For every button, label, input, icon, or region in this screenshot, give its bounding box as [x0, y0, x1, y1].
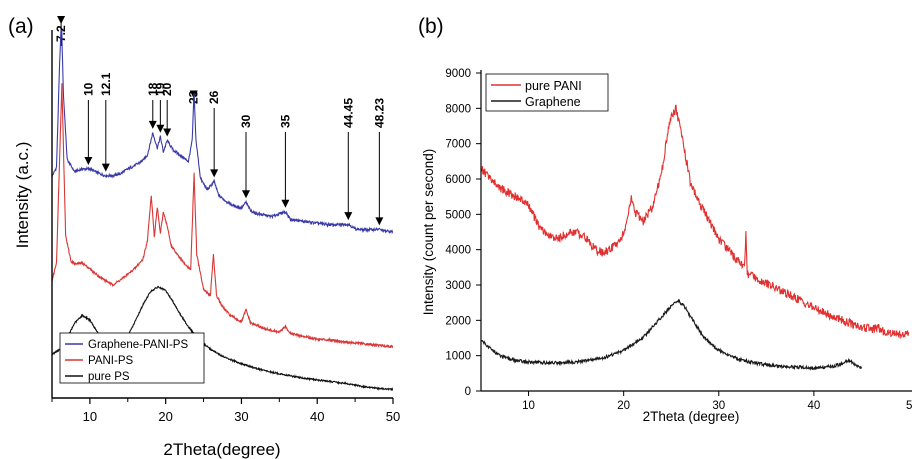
peak-label: 12.1 — [99, 72, 113, 96]
peak-label: 26 — [207, 90, 221, 104]
peak-arrowhead — [148, 120, 157, 129]
y-tick-label: 8000 — [445, 103, 471, 115]
series-line — [480, 298, 862, 371]
peak-label: 48.23 — [372, 98, 386, 128]
panel-label-b: (b) — [418, 15, 444, 38]
y-axis-title-b: Intensity (count per second) — [421, 149, 436, 316]
legend-b: pure PANI Graphene — [485, 73, 609, 112]
legend-box-b — [485, 73, 609, 112]
x-axis-title-b: 2Theta (degree) — [643, 409, 740, 424]
x-tick-label: 20 — [617, 400, 630, 412]
peak-label: 35 — [278, 114, 292, 128]
peak-arrowhead — [57, 16, 66, 25]
x-tick-label: 10 — [522, 400, 535, 412]
peak-label: 44.45 — [341, 98, 355, 128]
peak-label: 19 — [153, 82, 167, 96]
legend-entry: PANI-PS — [88, 355, 133, 367]
y-tick-label: 4000 — [445, 245, 471, 257]
x-tick-label: 40 — [807, 400, 820, 412]
peak-arrowhead — [163, 128, 172, 137]
peak-label: 20 — [160, 82, 174, 96]
peak-arrowhead — [344, 212, 353, 221]
legend-entry: pure PS — [88, 371, 130, 383]
y-tick-label: 6000 — [445, 174, 471, 186]
peak-arrowhead — [101, 163, 110, 172]
x-tick-label: 30 — [712, 400, 725, 412]
x-tick-label: 30 — [234, 409, 248, 424]
y-tick-label: 9000 — [445, 68, 471, 80]
peak-label: 10 — [81, 82, 95, 96]
peak-arrowhead — [241, 190, 250, 199]
peak-label: 18 — [146, 82, 160, 96]
y-tick-label: 5000 — [445, 209, 471, 221]
x-tick-label: 10 — [83, 409, 97, 424]
x-tick-label: 20 — [158, 409, 172, 424]
x-tick-label: 50 — [386, 409, 400, 424]
x-tick-label: 40 — [310, 409, 324, 424]
y-tick-label: 3000 — [445, 280, 471, 292]
y-tick-label: 1000 — [445, 351, 471, 363]
panel-b: (b) 10 20 30 40 5 01000200030004000500060007… — [418, 15, 912, 424]
x-axis-title-a: 2Theta(degree) — [163, 440, 280, 459]
x-ticks-a: 10 20 30 40 50 — [51, 398, 400, 424]
peak-arrowhead — [84, 157, 93, 165]
x-ticks-b: 10 20 30 40 5 — [522, 391, 912, 412]
y-tick-label: 2000 — [445, 315, 471, 327]
legend-box-a — [59, 332, 205, 384]
panel-label-a: (a) — [8, 15, 34, 38]
legend-a: Graphene-PANI-PS PANI-PS pure PS — [59, 332, 205, 384]
peak-label: 30 — [239, 114, 253, 128]
legend-entry: Graphene-PANI-PS — [88, 339, 188, 351]
y-ticks-b: 0 1000 2000 3000 4000 5000 6000 7000 8000 9000 — [445, 68, 481, 398]
x-tick-label: 5 — [906, 400, 912, 412]
y-tick-label: 7000 — [445, 139, 471, 151]
y-axis-title-a: Intensity (a.c.) — [13, 142, 32, 249]
series-line — [480, 104, 910, 340]
y-tick-label: 0 — [465, 386, 471, 398]
series-line — [52, 30, 393, 235]
series-lines-b — [480, 104, 910, 371]
peak-arrowhead — [210, 169, 219, 178]
peak-arrowhead — [156, 124, 165, 133]
peak-arrowhead — [375, 217, 384, 226]
legend-entry: pure PANI — [525, 79, 582, 93]
peak-arrowhead — [281, 199, 290, 208]
series-line — [52, 83, 393, 349]
legend-entry: Graphene — [525, 95, 581, 109]
